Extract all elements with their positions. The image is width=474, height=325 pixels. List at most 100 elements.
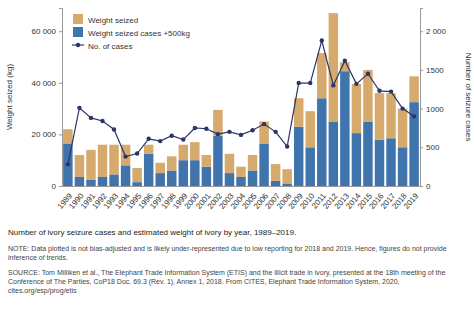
marker: [204, 127, 208, 131]
bar: [271, 181, 280, 186]
legend-label: Weight seized cases +500kg: [88, 29, 190, 38]
bar: [317, 53, 326, 98]
bar: [386, 93, 395, 138]
bar: [398, 147, 407, 186]
bar: [86, 180, 95, 186]
bar: [225, 154, 234, 173]
tick: 500: [420, 143, 440, 152]
marker: [400, 106, 404, 110]
bar: [167, 171, 176, 186]
bar: [409, 76, 418, 102]
tick: 0: [52, 182, 62, 191]
tick-label: 1000: [426, 105, 444, 114]
bar: [202, 167, 211, 186]
bar: [248, 171, 257, 186]
tick-mark: [59, 83, 62, 84]
bar: [202, 155, 211, 167]
marker: [170, 133, 174, 137]
chart: 020 00040 00060 0000500100015002 0001989…: [0, 0, 474, 224]
tick-label: 0: [426, 182, 431, 191]
bar: [132, 168, 141, 182]
source: SOURCE: Tom Milliken et al., The Elephan…: [8, 268, 466, 295]
bar: [236, 167, 245, 177]
bar: [75, 155, 84, 177]
tick-mark: [59, 186, 62, 187]
tick-mark: [420, 70, 423, 71]
legend: Weight seized Weight seized cases +500kg N…: [72, 14, 190, 51]
bar: [375, 93, 384, 139]
tick-mark: [420, 109, 423, 110]
axis-title: Weight seized (kg): [5, 64, 14, 130]
bar: [155, 163, 164, 173]
marker: [250, 128, 254, 132]
tick: 0: [420, 182, 431, 191]
marker: [308, 81, 312, 85]
bar: [144, 154, 153, 186]
marker: [273, 130, 277, 134]
marker: [227, 130, 231, 134]
bar: [190, 160, 199, 186]
tick: 60 000: [32, 27, 62, 36]
bar: [375, 140, 384, 186]
bar: [109, 174, 118, 186]
marker: [181, 137, 185, 141]
bar: [329, 13, 338, 121]
bar: [98, 177, 107, 186]
axis-line: [63, 186, 421, 187]
marker: [100, 119, 104, 123]
bar: [282, 169, 291, 183]
bar-series: [63, 13, 419, 183]
y2-axis: 0 500 1000 1500 2 000: [420, 9, 447, 192]
bar: [282, 183, 291, 186]
y-axis: 0 20 000 40 000 60 000: [32, 9, 63, 192]
caption: Number of ivory seizure cases and estima…: [8, 228, 466, 295]
bar: [306, 111, 315, 147]
note: NOTE: Data plotted is not bias-adjusted …: [8, 244, 466, 262]
tick: 2 000: [420, 27, 447, 36]
marker: [89, 116, 93, 120]
bar: [121, 165, 130, 186]
marker: [135, 151, 139, 155]
legend-swatch: [73, 27, 83, 37]
marker: [77, 106, 81, 110]
bar: [63, 129, 72, 143]
bar: [179, 145, 188, 160]
tick-label: 0: [52, 182, 57, 191]
bar: [259, 143, 268, 186]
bar: [213, 110, 222, 136]
tick-label: 60 000: [32, 27, 57, 36]
bar: [271, 164, 280, 181]
tick-label: 40 000: [32, 79, 57, 88]
axis-line: [59, 9, 63, 187]
axis-title: Number of seizure cases: [464, 53, 473, 141]
bar: [98, 145, 107, 177]
bar: [190, 142, 199, 160]
marker: [66, 162, 70, 166]
marker: [193, 126, 197, 130]
marker: [377, 89, 381, 93]
bar: [329, 122, 338, 186]
legend-entry: Weight seized cases +500kg: [73, 27, 190, 38]
tick: 20 000: [32, 130, 62, 139]
tick-label: 2019: [402, 191, 421, 211]
bar: [294, 127, 303, 186]
legend-label: No. of cases: [88, 42, 132, 51]
marker: [146, 137, 150, 141]
marker: [216, 132, 220, 136]
bar: [167, 156, 176, 170]
line: [68, 41, 414, 165]
tick: 1500: [420, 66, 444, 75]
marker: [389, 89, 393, 93]
marker: [123, 154, 127, 158]
bar: [248, 155, 257, 170]
marker: [354, 82, 358, 86]
legend-entry: Weight seized: [73, 14, 138, 25]
marker: [112, 127, 116, 131]
bar: [155, 173, 164, 186]
marker: [412, 114, 416, 118]
legend-swatch: [73, 14, 83, 24]
bar: [213, 136, 222, 186]
tick-mark: [420, 147, 423, 148]
bar: [109, 145, 118, 175]
bar: [132, 182, 141, 186]
